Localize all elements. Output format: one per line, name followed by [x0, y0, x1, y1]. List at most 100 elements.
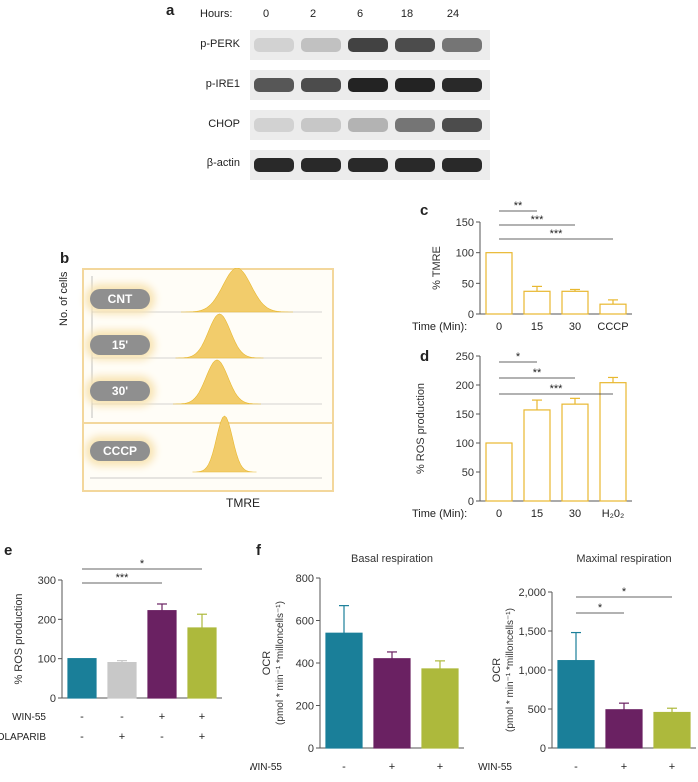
y-tick-label: 400: [296, 658, 314, 670]
bar: [523, 290, 551, 315]
treatment-sign: -: [80, 731, 84, 743]
bar: [187, 627, 217, 699]
x-tick-label: H₂0₂: [602, 508, 625, 520]
hours-label: Hours:: [200, 8, 233, 20]
x-tick-label: 30: [569, 321, 581, 333]
blot-row-label: p-PERK: [200, 38, 240, 50]
blot-band: [442, 38, 482, 52]
panel-letter-e: e: [4, 542, 13, 559]
x-axis-label: Time (Min):: [412, 321, 467, 333]
y-tick-label: 0: [50, 693, 56, 705]
treatment-row-label: OLAPARIB: [0, 732, 46, 743]
hour-label: 24: [446, 8, 460, 20]
bar: [373, 658, 411, 749]
x-tick-label: 0: [496, 321, 502, 333]
bar: [561, 290, 589, 315]
treatment-sign: +: [621, 761, 627, 773]
flow-xlabel: TMRE: [226, 496, 260, 510]
blot-band: [395, 158, 435, 172]
y-axis-unit-label: (pmol * min⁻¹ *milloncells⁻¹): [275, 601, 286, 725]
blot-band: [395, 118, 435, 132]
treatment-sign: +: [199, 711, 205, 723]
y-tick-label: 0: [540, 743, 546, 755]
blot-strip-p-ire1: [250, 70, 490, 100]
y-tick-label: 200: [296, 701, 314, 713]
bar: [561, 403, 589, 502]
blot-row-label: CHOP: [208, 118, 240, 130]
y-tick-label: 200: [38, 614, 56, 626]
y-axis-unit-label: (pmol * min⁻¹ *milloncells⁻¹): [505, 608, 516, 732]
treatment-row-label: WIN-55: [250, 762, 282, 773]
panel-letter-d: d: [420, 348, 430, 365]
treatment-sign: -: [120, 711, 124, 723]
x-tick-label: 30: [569, 508, 581, 520]
blot-band: [395, 78, 435, 92]
y-tick-label: 2,000: [518, 587, 546, 599]
y-tick-label: 50: [462, 467, 474, 479]
y-tick-label: 500: [528, 704, 546, 716]
treatment-sign: +: [119, 731, 125, 743]
treatment-row-label: WIN-55: [478, 762, 512, 773]
bar: [147, 610, 177, 699]
flow-histogram: [173, 359, 261, 405]
bar: [325, 632, 363, 749]
blot-band: [301, 38, 341, 52]
blot-band: [395, 38, 435, 52]
y-tick-label: 100: [38, 654, 56, 666]
flow-histogram: [175, 313, 264, 359]
chart-title: Basal respiration: [351, 553, 433, 565]
bar: [557, 660, 595, 749]
chart-d-ros-time: 0 50 100 150 200 250 % ROS production 0 15 30 H₂0₂…: [412, 351, 632, 520]
y-tick-label: 0: [308, 743, 314, 755]
treatment-sign: -: [160, 731, 164, 743]
bar: [599, 382, 627, 502]
treatment-sign: -: [342, 761, 346, 773]
blot-band: [301, 78, 341, 92]
y-axis-label: % ROS production: [13, 593, 25, 684]
significance-label: *: [598, 602, 603, 614]
blot-band: [254, 118, 294, 132]
sample-label-15: 15': [90, 335, 150, 355]
treatment-sign: +: [159, 711, 165, 723]
bar: [421, 668, 459, 749]
blot-band: [301, 118, 341, 132]
blot-band: [348, 38, 388, 52]
y-tick-label: 800: [296, 573, 314, 585]
y-tick-label: 50: [462, 278, 474, 290]
significance-label: **: [514, 200, 523, 212]
significance-label: ***: [531, 214, 545, 226]
significance-label: ***: [550, 383, 564, 395]
bar: [67, 658, 97, 699]
blot-band: [348, 78, 388, 92]
y-tick-label: 100: [456, 438, 474, 450]
blot-strip-chop: [250, 110, 490, 140]
y-tick-label: 0: [468, 496, 474, 508]
blot-band: [442, 158, 482, 172]
sample-label-cnt: CNT: [90, 289, 150, 309]
flow-histogram: [181, 268, 293, 313]
panel-letter-c: c: [420, 202, 429, 219]
panel-letter-f: f: [256, 542, 261, 559]
flow-histogram: [192, 415, 257, 473]
treatment-row-label: WIN-55: [12, 712, 46, 723]
blot-band: [442, 78, 482, 92]
blot-band: [301, 158, 341, 172]
bar: [599, 303, 627, 315]
blot-row-label: p-IRE1: [205, 78, 240, 90]
y-axis-label: % TMRE: [431, 246, 443, 290]
significance-label: *: [622, 586, 627, 598]
sample-label-cccp: CCCP: [90, 441, 150, 461]
y-tick-label: 200: [456, 380, 474, 392]
treatment-sign: -: [574, 761, 578, 773]
treatment-sign: +: [437, 761, 443, 773]
bar: [485, 252, 513, 315]
hour-label: 18: [400, 8, 414, 20]
blot-band: [254, 38, 294, 52]
panel-letter-b: b: [60, 250, 70, 267]
hour-label: 2: [309, 8, 317, 20]
panel-letter-a: a: [166, 2, 175, 19]
blot-band: [348, 158, 388, 172]
blot-band: [254, 158, 294, 172]
hour-label: 0: [262, 8, 270, 20]
